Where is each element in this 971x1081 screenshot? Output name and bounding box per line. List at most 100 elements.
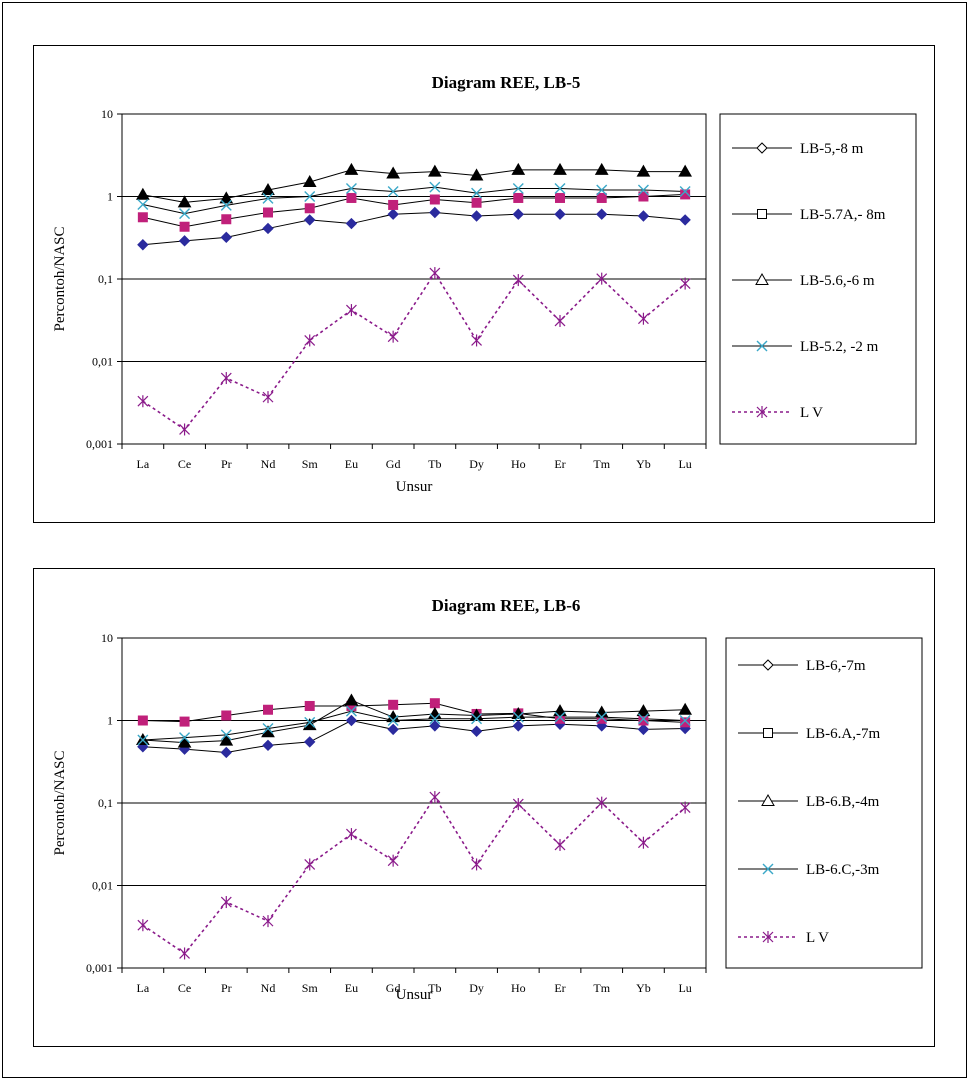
- chart1-legend-marker-lb-5-2-2-m: [756, 340, 768, 352]
- chart1-point-lb-5-2-2-m-tb: [429, 181, 441, 193]
- chart1-point-lb-5-2-2-m-la: [137, 199, 149, 210]
- chart1-xtick-label-tm: Tm: [593, 457, 610, 471]
- chart2-point-lb-6-c-3m-tb: [429, 713, 441, 725]
- chart2-point-l-v-tm: [596, 796, 608, 809]
- chart2-xtick-label-dy: Dy: [469, 981, 484, 995]
- chart1-point-lb-5-8-m-ho: [512, 208, 524, 220]
- chart1-point-lb-5-8-m-gd: [387, 208, 399, 220]
- chart2-point-lb-6-b-4m-lu: [678, 702, 693, 715]
- chart2-xtick-label-ho: Ho: [511, 981, 526, 995]
- chart1-point-l-v-pr: [220, 372, 232, 385]
- chart1-point-l-v-sm: [304, 334, 316, 347]
- chart1-point-lb-5-6-6-m-gd: [386, 166, 401, 179]
- chart1-point-lb-5-2-2-m-ho: [512, 183, 524, 194]
- chart1-xtick-label-gd: Gd: [386, 457, 401, 471]
- chart2-point-l-v-tb: [429, 791, 441, 804]
- chart1-point-lb-5-2-2-m-er: [554, 183, 566, 194]
- chart2-point-lb-6-7m-gd: [387, 723, 399, 736]
- chart2-point-l-v-sm: [304, 858, 316, 871]
- chart1-point-lb-5-6-6-m-eu: [344, 162, 359, 175]
- chart2-point-l-v-lu: [679, 801, 691, 814]
- chart1-xtick-label-eu: Eu: [345, 457, 358, 471]
- chart1-point-lb-5-8-m-tb: [429, 206, 441, 219]
- chart1-point-lb-5-6-6-m-dy: [469, 168, 484, 181]
- chart1-point-lb-5-7a-8m-nd: [263, 207, 273, 218]
- chart2-point-lb-6-b-4m-yb: [636, 704, 651, 717]
- chart1-point-l-v-yb: [638, 312, 649, 325]
- chart1-point-l-v-er: [554, 314, 566, 327]
- chart1-xtick-label-er: Er: [554, 457, 565, 471]
- chart2-legend-marker-lb-6-7m: [762, 659, 774, 671]
- chart1-legend-label-lb-5-7a-8m: LB-5.7A,- 8m: [800, 207, 886, 223]
- chart1-point-lb-5-2-2-m-lu: [679, 185, 691, 197]
- chart1-point-lb-5-6-6-m-lu: [678, 164, 693, 177]
- chart1-xtick-label-ho: Ho: [511, 457, 526, 471]
- chart2-point-lb-6-7m-yb: [637, 723, 650, 736]
- chart1-point-lb-5-6-6-m-pr: [219, 191, 234, 204]
- chart1-point-lb-5-2-2-m-sm: [304, 191, 316, 202]
- chart2-point-lb-6-b-4m-gd: [386, 710, 401, 723]
- chart2-x-axis-label: Unsur: [396, 987, 433, 1003]
- chart2-ytick-label: 0,01: [92, 879, 113, 893]
- chart1-ytick-label: 0,1: [98, 272, 113, 286]
- chart2-ytick-label: 0,001: [86, 961, 113, 975]
- chart1-point-lb-5-6-6-m-yb: [636, 164, 651, 177]
- chart1-series-line-lb-5-6-6-m: [142, 169, 686, 203]
- chart1-legend-marker-lb-5-6-6-m: [755, 272, 769, 285]
- chart2-point-lb-6-c-3m-tm: [596, 711, 608, 723]
- chart2-point-lb-6-b-4m-tb: [427, 706, 442, 719]
- chart1-point-lb-5-2-2-m-ce: [179, 208, 191, 220]
- chart1-point-lb-5-2-2-m-pr: [220, 199, 232, 211]
- chart2-xtick-label-tm: Tm: [593, 981, 610, 995]
- chart1-point-lb-5-6-6-m-ho: [511, 162, 526, 175]
- chart2-point-lb-6-c-3m-pr: [220, 729, 232, 741]
- chart2-point-lb-6-a-7m-yb: [638, 715, 649, 726]
- chart1-point-lb-5-6-6-m-er: [553, 162, 567, 175]
- chart1-point-lb-5-7a-8m-eu: [346, 192, 357, 203]
- chart1-point-lb-5-8-m-tm: [596, 208, 608, 220]
- chart1-point-l-v-tm: [596, 272, 608, 285]
- chart2-point-l-v-er: [554, 838, 566, 851]
- chart2-point-l-v-pr: [220, 896, 232, 909]
- chart2-point-lb-6-a-7m-sm: [304, 700, 315, 711]
- chart2-xtick-label-nd: Nd: [261, 981, 276, 995]
- chart1-point-l-v-ce: [179, 423, 190, 436]
- chart2-series-line-lb-6-b-4m: [142, 699, 686, 744]
- chart1-legend-marker-lb-5-7a-8m: [757, 209, 767, 219]
- chart2-legend-marker-lb-6-c-3m: [762, 863, 774, 875]
- chart1-legend-label-lb-5-2-2-m: LB-5.2, -2 m: [800, 339, 879, 355]
- chart2-series-points-l-v: [137, 791, 691, 960]
- chart2-point-lb-6-c-3m-eu: [345, 705, 357, 717]
- chart2-point-l-v-la: [137, 919, 149, 932]
- chart1-point-lb-5-8-m-er: [554, 208, 566, 220]
- chart2-point-lb-6-c-3m-gd: [387, 715, 399, 726]
- chart1-legend-label-lb-5-8-m: LB-5,-8 m: [800, 141, 864, 157]
- chart1-point-l-v-lu: [679, 277, 691, 290]
- chart2-point-lb-6-b-4m-pr: [219, 733, 234, 746]
- chart1-x-axis-label: Unsur: [396, 479, 433, 495]
- chart1-series-line-lb-5-2-2-m: [142, 186, 686, 215]
- chart1-series-points-l-v: [137, 267, 691, 436]
- chart2-point-l-v-ce: [179, 947, 190, 960]
- chart2-legend-label-lb-6-a-7m: LB-6.A,-7m: [806, 726, 880, 742]
- chart2-point-l-v-nd: [262, 915, 274, 928]
- chart1-xtick-label-nd: Nd: [261, 457, 276, 471]
- chart2-point-l-v-dy: [471, 858, 482, 871]
- chart1-point-lb-5-2-2-m-nd: [262, 192, 274, 204]
- chart1-point-lb-5-8-m-yb: [637, 210, 650, 222]
- chart1-legend-label-l-v: L V: [800, 405, 823, 421]
- chart1-legend-marker-l-v: [756, 406, 768, 418]
- chart1-point-l-v-gd: [387, 330, 399, 343]
- chart1-xtick-label-yb: Yb: [636, 457, 651, 471]
- chart1-ytick-label: 1: [107, 190, 113, 204]
- chart2-series-line-l-v: [142, 795, 686, 955]
- chart1-point-lb-5-8-m-lu: [679, 214, 691, 226]
- chart2-xtick-label-yb: Yb: [636, 981, 651, 995]
- chart2-point-lb-6-c-3m-lu: [679, 715, 691, 726]
- chart2-xtick-label-gd: Gd: [386, 981, 401, 995]
- chart2-legend-label-lb-6-b-4m: LB-6.B,-4m: [806, 794, 880, 810]
- chart2-legend-label-l-v: L V: [806, 930, 829, 946]
- chart1-point-lb-5-7a-8m-dy: [471, 197, 482, 208]
- chart2-point-lb-6-7m-ho: [512, 720, 524, 732]
- chart2-ytick-label: 1: [107, 714, 113, 728]
